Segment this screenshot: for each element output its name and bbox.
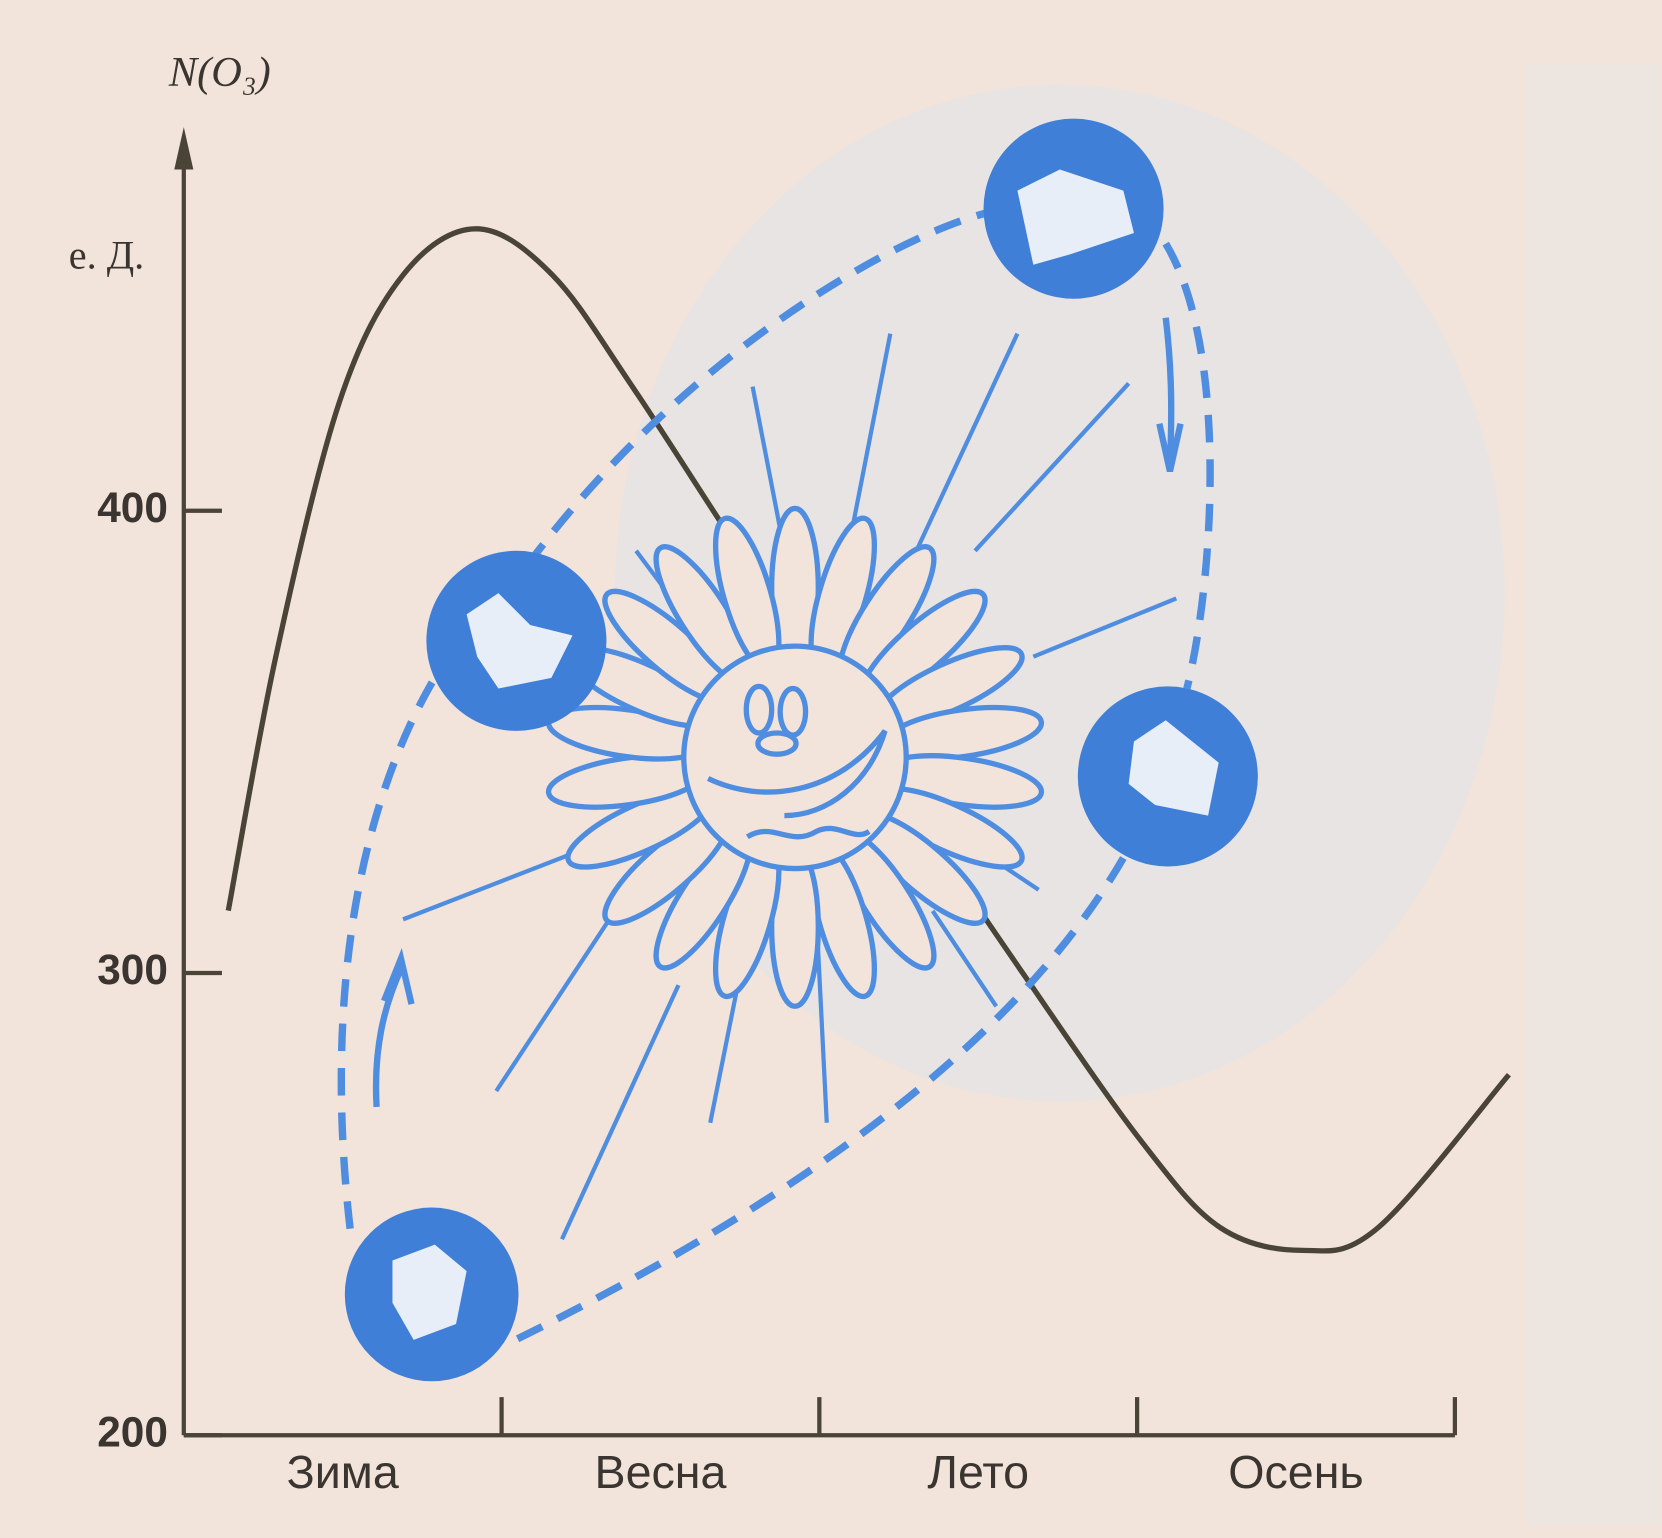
axis-title: N(O₃) <box>168 49 271 96</box>
axis-unit: е. Д. <box>69 233 145 278</box>
y-tick-label: 400 <box>97 484 168 531</box>
x-tick-label: Весна <box>594 1446 726 1498</box>
y-tick-label: 300 <box>97 946 168 993</box>
y-tick-label: 200 <box>97 1408 168 1455</box>
x-tick-label: Лето <box>927 1446 1029 1498</box>
x-tick-label: Зима <box>287 1446 399 1498</box>
chart: N(O₃) е. Д. 200 300 400 Зима Весна Лето Осень <box>0 0 1662 1538</box>
x-tick-label: Осень <box>1228 1446 1363 1498</box>
faded-shape <box>1526 64 1662 1526</box>
